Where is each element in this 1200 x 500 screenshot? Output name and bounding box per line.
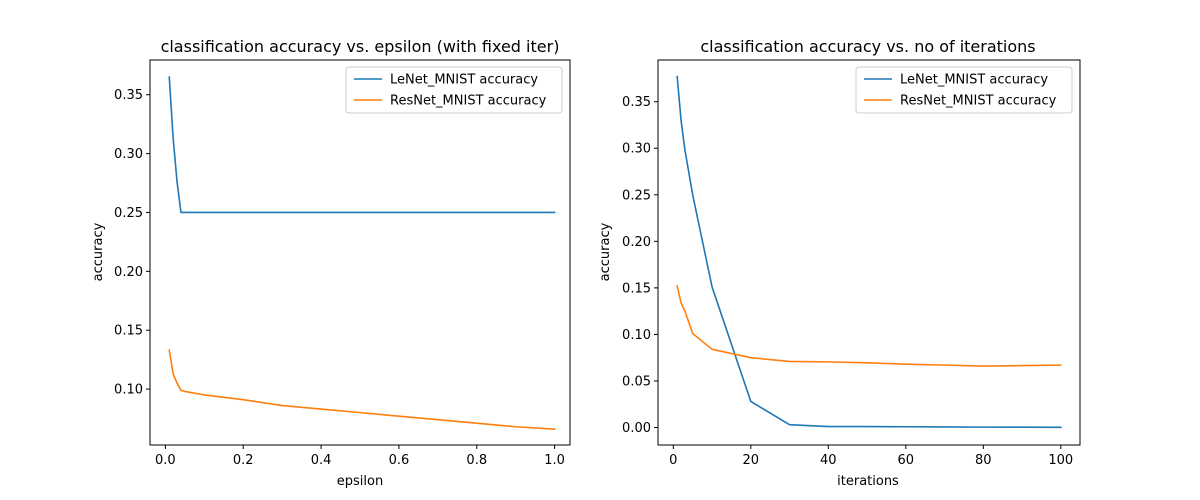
x-tick-label: 80 (975, 453, 992, 468)
y-tick-label: 0.30 (114, 147, 143, 162)
epsilon-chart: classification accuracy vs. epsilon (wit… (91, 37, 571, 489)
chart-title: classification accuracy vs. no of iterat… (700, 37, 1035, 56)
legend: LeNet_MNIST accuracy ResNet_MNIST accurac… (345, 66, 563, 114)
x-tick-label: 0.0 (155, 453, 176, 468)
legend-box (855, 66, 1073, 114)
x-tick-label: 20 (743, 453, 760, 468)
y-tick-label: 0.25 (114, 206, 143, 221)
x-tick-label: 1.0 (544, 453, 565, 468)
x-tick-label: 0.4 (311, 453, 332, 468)
y-tick-label: 0.35 (114, 88, 143, 103)
plot-frame (657, 59, 1081, 446)
chart-title: classification accuracy vs. epsilon (wit… (161, 37, 560, 56)
legend-label: LeNet_MNIST accuracy (390, 73, 538, 88)
x-tick-label: 60 (898, 453, 915, 468)
y-tick-label: 0.15 (114, 324, 143, 339)
y-tick-label: 0.20 (622, 235, 651, 250)
legend-label: LeNet_MNIST accuracy (900, 73, 1048, 88)
legend-box (345, 66, 563, 114)
y-tick-label: 0.20 (114, 265, 143, 280)
series-line-0 (676, 75, 1062, 429)
x-tick-label: 0.8 (466, 453, 487, 468)
x-tick-label: 0.2 (233, 453, 254, 468)
y-tick-label: 0.30 (622, 142, 651, 157)
y-tick-label: 0.35 (622, 95, 651, 110)
x-tick-label: 100 (1048, 453, 1073, 468)
series-line-1 (168, 349, 556, 430)
y-tick-label: 0.10 (114, 383, 143, 398)
y-axis-label: accuracy (598, 222, 613, 281)
x-axis-label: epsilon (337, 474, 383, 489)
plot-frame (149, 59, 571, 446)
legend-label: ResNet_MNIST accuracy (390, 94, 547, 109)
y-tick-label: 0.15 (622, 281, 651, 296)
x-tick-label: 0 (669, 453, 677, 468)
x-axis-label: iterations (837, 474, 899, 489)
iterations-chart: classification accuracy vs. no of iterat… (598, 37, 1081, 489)
y-tick-label: 0.05 (622, 374, 651, 389)
y-tick-label: 0.00 (622, 421, 651, 436)
series-line-0 (168, 76, 556, 214)
series-line-1 (676, 285, 1062, 367)
x-tick-label: 0.6 (389, 453, 410, 468)
legend-label: ResNet_MNIST accuracy (900, 94, 1057, 109)
y-tick-label: 0.10 (622, 328, 651, 343)
legend: LeNet_MNIST accuracy ResNet_MNIST accurac… (855, 66, 1073, 114)
y-tick-label: 0.25 (622, 188, 651, 203)
y-axis-label: accuracy (91, 222, 106, 281)
x-tick-label: 40 (820, 453, 837, 468)
